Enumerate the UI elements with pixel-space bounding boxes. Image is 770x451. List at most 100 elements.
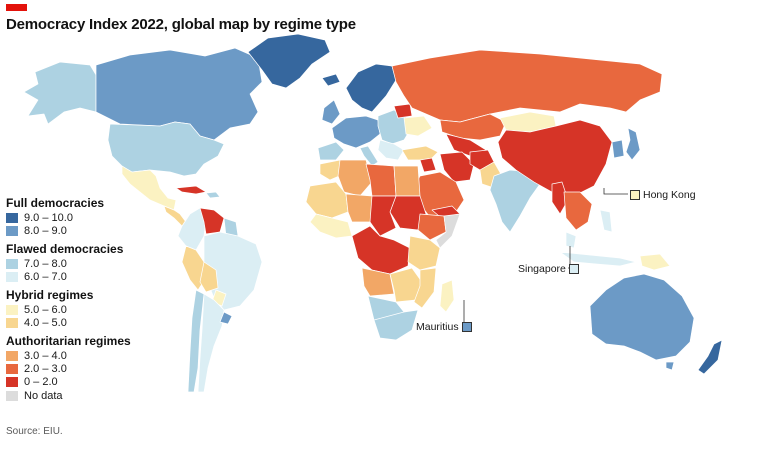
legend-item: 0 – 2.0 <box>6 375 176 388</box>
region-chad-car <box>369 195 397 237</box>
region-papua <box>639 253 671 271</box>
region-egypt <box>393 165 421 197</box>
legend-swatch <box>6 363 18 374</box>
hong-kong-swatch <box>630 190 640 200</box>
region-caribbean <box>205 191 221 199</box>
legend-swatch <box>6 390 18 401</box>
callout-hong-kong: Hong Kong <box>630 189 696 201</box>
region-angola <box>361 267 395 297</box>
region-belarus <box>393 103 413 119</box>
region-west-africa-north <box>305 181 349 219</box>
region-mexico <box>121 165 177 211</box>
region-new-zealand <box>697 339 723 375</box>
region-greenland <box>247 33 331 89</box>
legend-label: 5.0 – 6.0 <box>24 303 67 316</box>
legend-label: 8.0 – 9.0 <box>24 224 67 237</box>
hong-kong-leader <box>603 188 628 195</box>
callout-mauritius: Mauritius <box>416 321 472 333</box>
region-bolivia <box>199 261 219 293</box>
region-italy <box>359 145 379 167</box>
region-madagascar <box>439 279 455 313</box>
legend: Full democracies 9.0 – 10.0 8.0 – 9.0 Fl… <box>6 196 176 407</box>
region-east-africa <box>407 235 441 271</box>
region-uk <box>321 99 341 125</box>
legend-group-title: Full democracies <box>6 196 105 210</box>
mauritius-swatch <box>461 322 472 332</box>
region-levant <box>419 157 437 173</box>
legend-label: 4.0 – 5.0 <box>24 316 67 329</box>
map-title: Democracy Index 2022, global map by regi… <box>6 16 356 33</box>
legend-group-authoritarian: Authoritarian regimes 3.0 – 4.0 2.0 – 3.… <box>6 334 176 402</box>
legend-swatch <box>6 225 18 236</box>
region-iceland <box>321 73 341 87</box>
region-west-africa-coast <box>309 213 353 239</box>
hong-kong-label: Hong Kong <box>643 189 696 201</box>
region-libya <box>365 163 397 197</box>
region-turkey <box>401 145 439 161</box>
region-malaysia <box>565 231 577 249</box>
region-uruguay <box>219 311 233 325</box>
legend-label: 7.0 – 8.0 <box>24 257 67 270</box>
legend-item: 5.0 – 6.0 <box>6 303 176 316</box>
legend-swatch <box>6 212 18 223</box>
region-chile <box>187 289 205 393</box>
legend-group-hybrid: Hybrid regimes 5.0 – 6.0 4.0 – 5.0 <box>6 288 176 329</box>
region-myanmar <box>551 181 569 215</box>
region-china <box>497 119 613 197</box>
legend-label: No data <box>24 389 63 402</box>
legend-label: 9.0 – 10.0 <box>24 211 73 224</box>
legend-label: 3.0 – 4.0 <box>24 349 67 362</box>
region-cuba <box>175 185 207 195</box>
region-ethiopia <box>417 213 447 241</box>
region-iran <box>439 151 475 183</box>
legend-swatch <box>6 350 18 361</box>
region-australia <box>589 273 695 361</box>
region-argentina <box>197 293 225 393</box>
region-indochina <box>563 191 593 231</box>
legend-label: 2.0 – 3.0 <box>24 362 67 375</box>
legend-swatch <box>6 304 18 315</box>
brand-bar <box>6 4 27 11</box>
region-nordics <box>345 63 397 113</box>
legend-swatch <box>6 317 18 328</box>
legend-swatch <box>6 258 18 269</box>
legend-swatch <box>6 376 18 387</box>
legend-item-no-data: No data <box>6 389 176 402</box>
region-iberia <box>317 141 345 161</box>
region-ukraine <box>403 115 433 137</box>
legend-item: 7.0 – 8.0 <box>6 257 176 270</box>
legend-item: 3.0 – 4.0 <box>6 349 176 362</box>
legend-group-title: Flawed democracies <box>6 242 124 256</box>
legend-label: 6.0 – 7.0 <box>24 270 67 283</box>
region-philippines <box>599 209 613 233</box>
legend-item: 4.0 – 5.0 <box>6 316 176 329</box>
legend-group-title: Authoritarian regimes <box>6 334 131 348</box>
region-usa <box>107 121 225 177</box>
region-balkans <box>377 139 405 161</box>
region-russia <box>391 49 663 123</box>
source-note: Source: EIU. <box>6 426 63 437</box>
region-kazakhstan <box>439 113 507 141</box>
region-west-europe <box>331 115 381 149</box>
legend-group-flawed: Flawed democracies 7.0 – 8.0 6.0 – 7.0 <box>6 242 176 283</box>
singapore-swatch <box>568 264 579 274</box>
legend-group-full: Full democracies 9.0 – 10.0 8.0 – 9.0 <box>6 196 176 237</box>
region-japan <box>625 127 641 161</box>
legend-item: 2.0 – 3.0 <box>6 362 176 375</box>
region-tasmania <box>665 361 675 371</box>
region-indonesia <box>559 251 637 267</box>
callout-singapore: Singapore <box>518 263 579 275</box>
region-alaska <box>23 61 97 125</box>
region-mozambique <box>413 267 437 309</box>
legend-item: 8.0 – 9.0 <box>6 224 176 237</box>
legend-item: 6.0 – 7.0 <box>6 270 176 283</box>
region-south-africa <box>373 309 419 341</box>
legend-group-title: Hybrid regimes <box>6 288 94 302</box>
mauritius-label: Mauritius <box>416 321 459 333</box>
legend-item: 9.0 – 10.0 <box>6 211 176 224</box>
singapore-label: Singapore <box>518 263 566 275</box>
legend-label: 0 – 2.0 <box>24 375 58 388</box>
region-korea <box>611 139 625 159</box>
legend-swatch <box>6 271 18 282</box>
